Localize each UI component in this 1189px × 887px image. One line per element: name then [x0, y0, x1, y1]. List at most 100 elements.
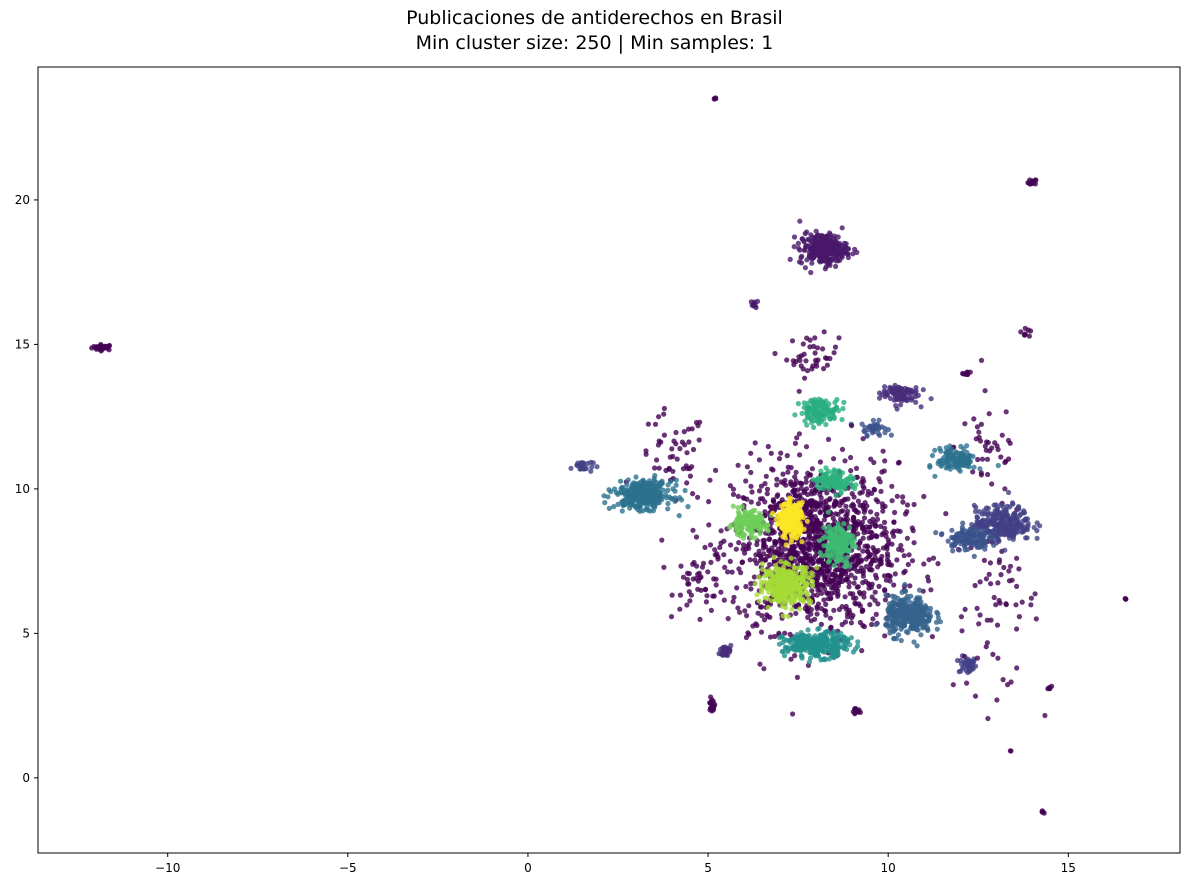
scatter-point-noise — [684, 465, 691, 472]
scatter-point-cluster-12 — [789, 581, 795, 587]
scatter-point-noise — [686, 439, 692, 445]
scatter-point-cluster--1 — [872, 554, 878, 561]
scatter-point-cluster-0 — [812, 245, 818, 251]
scatter-point-cluster--1 — [860, 607, 866, 613]
scatter-point-cluster-1 — [913, 399, 919, 405]
scatter-point-cluster-9 — [827, 480, 833, 487]
scatter-point-cluster-4 — [909, 615, 915, 621]
scatter-point-cluster-7 — [847, 642, 853, 648]
scatter-point-cluster--1 — [809, 521, 815, 527]
scatter-point-cluster-7 — [799, 647, 805, 653]
scatter-point-noise — [879, 424, 885, 430]
scatter-point-cluster--1 — [820, 582, 826, 589]
scatter-point-cluster--1 — [878, 488, 884, 494]
scatter-point-noise — [686, 426, 692, 432]
scatter-point-cluster-1 — [913, 394, 919, 400]
scatter-point-cluster--1 — [814, 592, 820, 598]
scatter-point-cluster--1 — [857, 540, 863, 546]
scatter-point-cluster--1 — [841, 568, 847, 574]
scatter-point-cluster--1 — [782, 546, 788, 552]
scatter-point-noise — [962, 606, 968, 613]
scatter-point-cluster-4 — [918, 609, 924, 615]
scatter-point-cluster--1 — [728, 542, 734, 548]
scatter-point-cluster-1 — [898, 386, 905, 392]
scatter-point-noise — [827, 355, 833, 362]
scatter-point-cluster--1 — [765, 443, 771, 450]
scatter-point-cluster-10 — [853, 544, 859, 550]
scatter-point-cluster--1 — [906, 552, 912, 558]
scatter-point-noise — [1009, 577, 1015, 583]
scatter-point-cluster-7 — [788, 637, 794, 643]
scatter-point-noise — [958, 614, 965, 620]
scatter-point-noise — [784, 357, 790, 363]
scatter-point-cluster-0 — [827, 262, 833, 268]
scatter-point-cluster-4 — [903, 604, 909, 610]
scatter-point-noise — [984, 617, 990, 623]
scatter-point-cluster--1 — [772, 542, 778, 548]
scatter-point-noise — [974, 424, 981, 430]
scatter-point-noise — [679, 439, 686, 445]
scatter-point-cluster-4 — [887, 630, 893, 636]
scatter-point-cluster-2 — [985, 510, 991, 516]
scatter-point-noise — [974, 655, 981, 661]
scatter-point-cluster--1 — [768, 450, 774, 456]
scatter-point-cluster-8 — [805, 409, 811, 415]
scatter-point-cluster-5 — [608, 489, 614, 495]
scatter-point-cluster--1 — [828, 578, 834, 584]
scatter-point-cluster-12 — [776, 583, 782, 589]
scatter-point-cluster-0 — [830, 248, 836, 254]
scatter-point-cluster--1 — [761, 557, 768, 563]
scatter-point-cluster--1 — [839, 446, 846, 452]
scatter-point-noise — [983, 447, 989, 453]
scatter-point-cluster--1 — [882, 458, 888, 464]
scatter-point-cluster-3 — [959, 538, 965, 544]
scatter-point-cluster-0 — [808, 247, 814, 253]
scatter-point-cluster-5 — [651, 478, 658, 484]
scatter-point-noise — [656, 438, 662, 444]
scatter-point-cluster--1 — [878, 523, 884, 530]
scatter-point-cluster--1 — [740, 495, 746, 501]
scatter-points — [89, 95, 1129, 816]
scatter-point-cluster-13 — [774, 521, 780, 528]
scatter-point-cluster-4 — [895, 611, 902, 617]
scatter-point-cluster-8 — [809, 420, 815, 426]
scatter-point-cluster-7 — [794, 632, 800, 638]
scatter-point-cluster--1 — [868, 560, 874, 566]
scatter-point-noise — [1014, 583, 1020, 590]
scatter-point-cluster--1 — [880, 504, 886, 510]
scatter-point-cluster-13 — [782, 513, 788, 519]
scatter-point-noise — [861, 428, 867, 434]
scatter-point-cluster--1 — [754, 541, 760, 548]
scatter-point-cluster-2 — [1037, 523, 1043, 529]
scatter-point-cluster-12 — [785, 613, 791, 620]
scatter-point-cluster-0 — [823, 244, 829, 250]
scatter-point-noise — [1013, 602, 1019, 608]
scatter-point-cluster--1 — [762, 499, 768, 505]
scatter-point-cluster--1 — [730, 599, 736, 605]
scatter-point-cluster-7 — [841, 645, 847, 651]
scatter-point-noise — [973, 436, 979, 442]
scatter-point-cluster--1 — [930, 555, 937, 561]
scatter-point-cluster-2 — [1013, 517, 1019, 523]
scatter-point-cluster--1 — [816, 524, 822, 531]
scatter-point-cluster-0 — [839, 248, 845, 254]
scatter-point-cluster--1 — [772, 633, 778, 640]
scatter-point-cluster-3 — [945, 538, 951, 544]
scatter-point-cluster-11 — [730, 503, 736, 509]
scatter-point-cluster-11 — [759, 515, 765, 521]
scatter-point-cluster-3 — [960, 520, 966, 526]
scatter-point-cluster-3 — [964, 533, 970, 540]
scatter-point-cluster--1 — [788, 656, 794, 662]
scatter-point-noise — [673, 429, 679, 436]
scatter-point-cluster-5 — [645, 507, 651, 513]
scatter-point-cluster--1 — [721, 552, 727, 558]
scatter-point-cluster--1 — [792, 474, 798, 480]
scatter-point-cluster-7 — [826, 656, 832, 662]
scatter-point-cluster-0 — [808, 269, 814, 276]
scatter-point-cluster--1 — [707, 477, 713, 483]
scatter-point-cluster-1 — [876, 395, 883, 401]
scatter-point-noise — [669, 446, 675, 452]
scatter-point-cluster--1 — [851, 528, 857, 534]
scatter-point-cluster-1 — [913, 385, 919, 391]
scatter-point-cluster--1 — [851, 494, 857, 500]
